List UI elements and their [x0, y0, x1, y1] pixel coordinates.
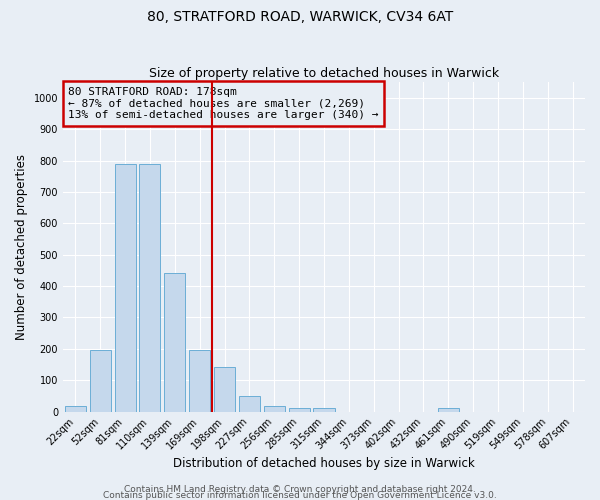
- Text: 80, STRATFORD ROAD, WARWICK, CV34 6AT: 80, STRATFORD ROAD, WARWICK, CV34 6AT: [147, 10, 453, 24]
- Bar: [115, 164, 136, 412]
- Text: Contains public sector information licensed under the Open Government Licence v3: Contains public sector information licen…: [103, 490, 497, 500]
- Bar: [65, 406, 86, 411]
- Bar: [289, 408, 310, 412]
- Text: 80 STRATFORD ROAD: 178sqm
← 87% of detached houses are smaller (2,269)
13% of se: 80 STRATFORD ROAD: 178sqm ← 87% of detac…: [68, 87, 379, 120]
- Bar: [164, 272, 185, 411]
- Bar: [214, 366, 235, 412]
- Title: Size of property relative to detached houses in Warwick: Size of property relative to detached ho…: [149, 66, 499, 80]
- Bar: [263, 406, 285, 411]
- X-axis label: Distribution of detached houses by size in Warwick: Distribution of detached houses by size …: [173, 457, 475, 470]
- Bar: [189, 350, 210, 412]
- Bar: [139, 164, 160, 412]
- Bar: [313, 408, 335, 412]
- Bar: [89, 350, 111, 412]
- Bar: [239, 396, 260, 411]
- Y-axis label: Number of detached properties: Number of detached properties: [15, 154, 28, 340]
- Text: Contains HM Land Registry data © Crown copyright and database right 2024.: Contains HM Land Registry data © Crown c…: [124, 485, 476, 494]
- Bar: [437, 408, 459, 412]
